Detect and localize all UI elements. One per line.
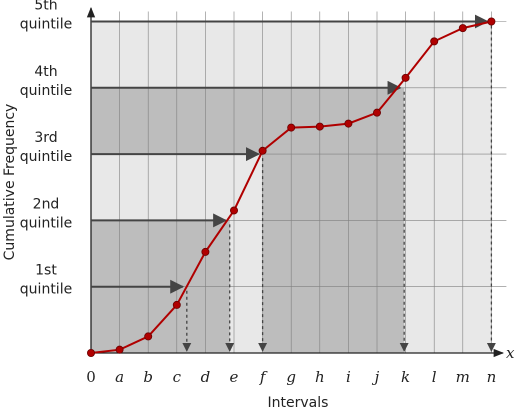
- data-point: [229, 206, 238, 215]
- x-tick-label: f: [259, 368, 268, 386]
- data-point: [487, 17, 496, 26]
- x-tick-label: k: [401, 368, 410, 386]
- x-tick-label: m: [456, 368, 470, 386]
- x-axis-symbol: x: [506, 344, 515, 362]
- data-point: [172, 300, 181, 309]
- x-tick-label: n: [487, 368, 497, 386]
- data-point: [315, 122, 324, 131]
- grid-layer: [91, 11, 507, 353]
- x-tick-label: c: [173, 368, 182, 386]
- x-tick-label: l: [432, 368, 437, 386]
- quintile-label-3-line1: 3rd: [34, 130, 57, 146]
- data-point: [344, 119, 353, 128]
- data-point: [115, 345, 124, 354]
- quintile-label-2-line1: 2nd: [33, 196, 60, 212]
- axes-layer: [86, 6, 505, 358]
- data-point: [87, 348, 96, 357]
- data-points-layer: [87, 17, 496, 357]
- data-point: [401, 73, 410, 82]
- x-tick-label: b: [143, 368, 153, 386]
- quintile-label-5-line1: 5th: [34, 0, 57, 14]
- quintile-label-3-line2: quintile: [20, 149, 72, 165]
- quintile-label-5-line2: quintile: [20, 17, 72, 33]
- quintile-label-4-line2: quintile: [20, 83, 72, 99]
- quintile-label-4-line1: 4th: [34, 64, 57, 80]
- data-point: [201, 247, 210, 256]
- x-tick-label: d: [201, 368, 211, 386]
- data-point: [430, 37, 439, 46]
- x-tick-label: a: [115, 368, 124, 386]
- x-tick-label: i: [346, 368, 351, 386]
- data-point: [458, 24, 467, 33]
- x-tick-label: e: [230, 368, 239, 386]
- x-tick-label: h: [315, 368, 325, 386]
- x-tick-label: 0: [86, 368, 96, 386]
- shaded-band-1st: [91, 286, 187, 353]
- y-axis-title: Cumulative Frequency: [2, 104, 18, 261]
- quintile-arrows-layer: [91, 14, 496, 352]
- x-tick-label: g: [286, 368, 296, 386]
- quintile-label-1-line1: 1st: [35, 263, 57, 279]
- quintile-label-1-line2: quintile: [20, 282, 72, 298]
- x-axis-title: Intervals: [268, 395, 329, 411]
- quintile-label-2-line2: quintile: [20, 215, 72, 231]
- data-point: [144, 332, 153, 341]
- quintile-labels-layer: 1st quintile 2nd quintile 3rd quintile 4th quin…: [20, 0, 72, 298]
- data-point: [372, 108, 381, 117]
- x-tick-label: j: [372, 368, 380, 386]
- data-point: [287, 123, 296, 132]
- data-point: [258, 146, 267, 155]
